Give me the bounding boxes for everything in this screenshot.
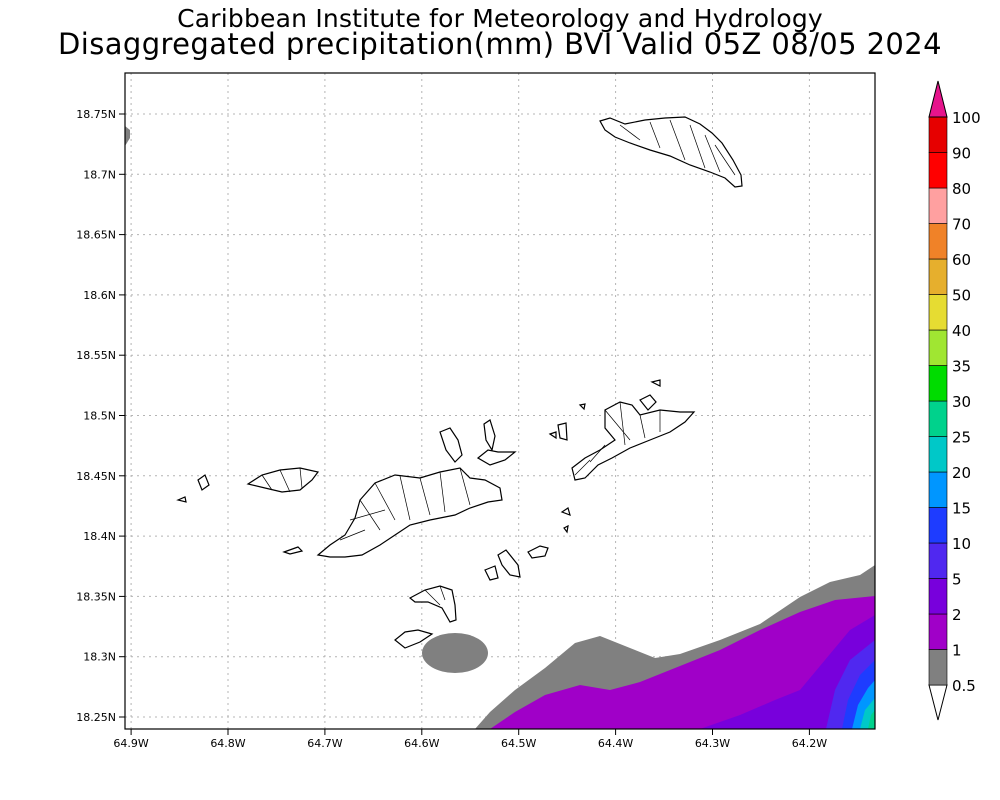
colorbar-level-label: 80 — [952, 180, 971, 198]
colorbar-level-label: 100 — [952, 109, 981, 127]
lat-tick-label: 18.65N — [76, 229, 116, 242]
precip-band-2mm — [490, 596, 875, 729]
island-scrub — [483, 419, 496, 452]
colorbar-level-label: 5 — [952, 571, 962, 589]
island-norman — [394, 629, 434, 649]
precipitation-field — [125, 126, 875, 729]
colorbar-swatch — [928, 578, 948, 615]
island-fallen-jerusalem — [560, 507, 571, 516]
precip-cell-1mm — [422, 633, 488, 673]
institution-title: Caribbean Institute for Meteorology and … — [177, 4, 823, 33]
colorbar-level-label: 90 — [952, 145, 971, 163]
island-sandy-cay — [176, 496, 187, 503]
colorbar-swatch — [928, 294, 948, 331]
colorbar-swatch — [928, 613, 948, 650]
lat-tick-label: 18.4N — [83, 530, 116, 543]
precip-band-30mm — [868, 710, 875, 729]
colorbar-level-label: 1 — [952, 642, 962, 660]
colorbar-over-triangle — [928, 80, 948, 118]
island-cooper — [497, 549, 521, 578]
island-west-small-1 — [548, 431, 557, 440]
colorbar-swatch — [928, 187, 948, 224]
colorbar-level-label: 15 — [952, 500, 971, 518]
colorbar-swatch — [928, 471, 948, 508]
colorbar-level-label: 10 — [952, 535, 971, 553]
island-outlines — [176, 116, 743, 649]
colorbar-swatch — [928, 507, 948, 544]
colorbar-level-label: 35 — [952, 358, 971, 376]
colorbar-swatch — [928, 258, 948, 295]
lat-tick-label: 18.6N — [83, 289, 116, 302]
lon-tick-label: 64.8W — [210, 737, 245, 750]
colorbar-swatch — [928, 649, 948, 686]
longitude-ticks: 64.9W 64.8W 64.7W 64.6W 64.5W 64.4W 64.3W 64.2W — [113, 729, 827, 750]
precip-west-edge-1mm — [125, 126, 130, 146]
colorbar-level-label: 2 — [952, 606, 962, 624]
colorbar-level-label: 70 — [952, 216, 971, 234]
lat-tick-label: 18.7N — [83, 168, 116, 181]
island-great-camanoe — [439, 427, 463, 463]
map-frame — [124, 72, 876, 730]
island-virgin-gorda — [571, 401, 696, 481]
latitude-ticks: 18.75N 18.7N 18.65N 18.6N 18.55N 18.5N 18.45N 1… — [76, 108, 125, 724]
lat-tick-label: 18.5N — [83, 410, 116, 423]
lon-tick-label: 64.3W — [695, 737, 730, 750]
map-plot-area — [125, 73, 875, 729]
colorbar-swatch — [928, 152, 948, 189]
lat-tick-label: 18.75N — [76, 108, 116, 121]
island-west-small-2 — [557, 422, 568, 441]
island-mesh — [261, 119, 736, 606]
island-round-rock — [563, 524, 569, 534]
lat-tick-label: 18.55N — [76, 349, 116, 362]
lon-tick-label: 64.9W — [113, 737, 148, 750]
colorbar-level-label: 40 — [952, 322, 971, 340]
colorbar-level-label: 30 — [952, 393, 971, 411]
colorbar-level-label: 25 — [952, 429, 971, 447]
island-small-north — [578, 403, 586, 411]
island-guana — [476, 449, 517, 466]
island-little-thatch — [282, 546, 304, 555]
colorbar-level-label: 0.5 — [952, 677, 976, 695]
lon-tick-label: 64.2W — [792, 737, 827, 750]
lat-tick-label: 18.35N — [76, 590, 116, 603]
lon-tick-label: 64.7W — [307, 737, 342, 750]
colorbar-swatch — [928, 116, 948, 153]
island-mosquito — [639, 394, 657, 411]
colorbar-swatch — [928, 365, 948, 402]
product-title: Disaggregated precipitation(mm) BVI Vali… — [58, 27, 942, 61]
island-necker — [650, 379, 661, 387]
colorbar-swatch — [928, 400, 948, 437]
lat-tick-label: 18.25N — [76, 711, 116, 724]
island-peter — [408, 585, 457, 623]
colorbar-under-triangle — [928, 684, 948, 721]
colorbar-swatch — [928, 223, 948, 260]
island-little-jost — [197, 474, 210, 491]
colorbar-swatch — [928, 542, 948, 579]
lat-tick-label: 18.45N — [76, 470, 116, 483]
colorbar-swatch — [928, 329, 948, 366]
colorbar-level-label: 20 — [952, 464, 971, 482]
lon-tick-label: 64.5W — [501, 737, 536, 750]
island-anegada — [599, 116, 743, 188]
colorbar-level-label: 60 — [952, 251, 971, 269]
lon-tick-label: 64.6W — [404, 737, 439, 750]
island-salt — [484, 565, 499, 581]
colorbar-level-label: 50 — [952, 287, 971, 305]
lon-tick-label: 64.4W — [598, 737, 633, 750]
lat-tick-label: 18.3N — [83, 651, 116, 664]
colorbar-swatch — [928, 436, 948, 473]
precip-band-5mm — [700, 615, 875, 729]
island-ginger — [527, 545, 549, 559]
